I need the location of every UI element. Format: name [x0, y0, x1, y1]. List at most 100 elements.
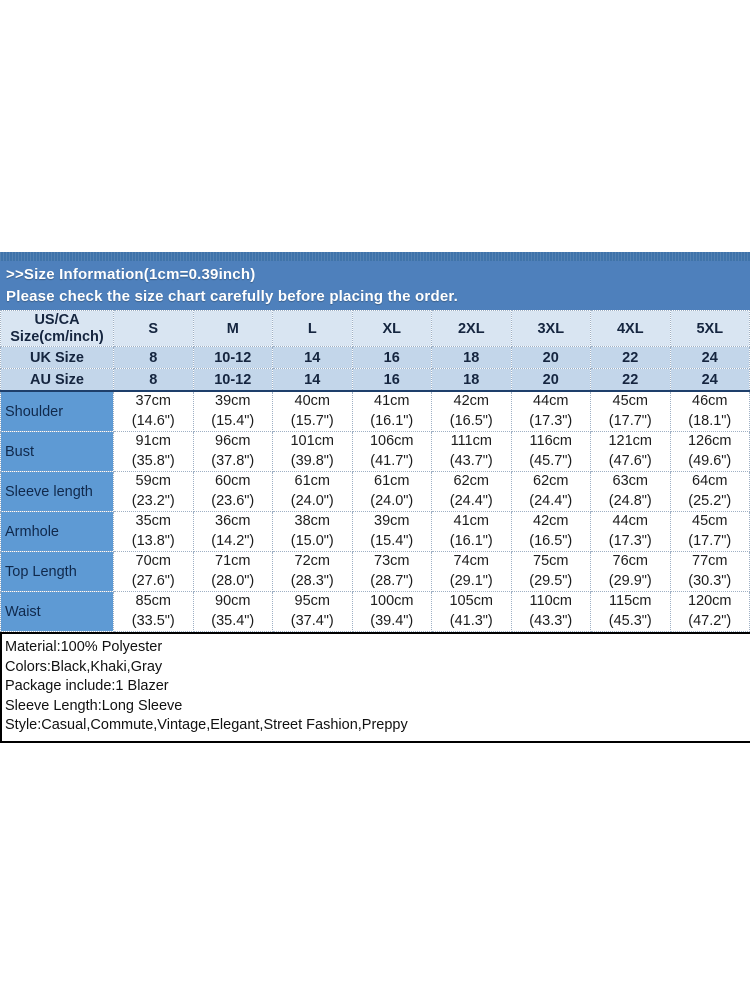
measurement-value-inch: (28.3")	[290, 572, 334, 589]
measurement-value-inch: (35.8")	[131, 452, 175, 469]
measurement-value-inch: (47.6")	[608, 452, 652, 469]
measurement-value-cm: 116cm	[529, 433, 572, 449]
measurement-value-inch: (15.0")	[290, 532, 334, 549]
measurement-value-inch: (23.6")	[211, 492, 255, 509]
uk-size-value: 20	[510, 346, 591, 369]
measurement-value-cm: 85cm	[135, 593, 171, 609]
measurement-value-cm: 59cm	[135, 473, 171, 489]
measurement-value-inch: (43.7")	[449, 452, 493, 469]
size-chart-image: >>Size Information(1cm=0.39inch) Please …	[0, 252, 750, 743]
measurement-cell: 116cm (45.7")	[510, 431, 591, 472]
measurement-label: Sleeve length	[0, 471, 114, 512]
measurement-value-inch: (24.8")	[608, 492, 652, 509]
measurement-value-inch: (17.3")	[529, 412, 573, 429]
measurement-cell: 95cm (37.4")	[272, 591, 353, 632]
measurement-label: Bust	[0, 431, 114, 472]
measurement-value-inch: (16.5")	[529, 532, 573, 549]
measurement-value-cm: 91cm	[135, 433, 171, 449]
measurement-value-inch: (35.4")	[211, 612, 255, 629]
measurement-value-cm: 45cm	[612, 393, 648, 409]
corner-header-line2: Size(cm/inch)	[10, 328, 104, 345]
measurement-value-inch: (37.4")	[290, 612, 334, 629]
measurement-value-cm: 45cm	[692, 513, 728, 529]
product-details-box: Material:100% Polyester Colors:Black,Khak…	[0, 632, 750, 743]
size-col-header-xl: XL	[351, 310, 432, 347]
measurement-value-inch: (17.3")	[608, 532, 652, 549]
banner: >>Size Information(1cm=0.39inch) Please …	[0, 252, 750, 310]
measurement-label: Shoulder	[0, 390, 114, 432]
au-size-value: 24	[669, 368, 750, 392]
measurement-cell: 96cm (37.8")	[192, 431, 273, 472]
size-header-row: US/CA Size(cm/inch) S M L XL 2XL 3XL 4XL 5XL	[0, 310, 750, 347]
uk-size-value: 18	[431, 346, 512, 369]
measurement-value-inch: (39.4")	[370, 612, 414, 629]
uk-size-value: 14	[272, 346, 353, 369]
measurement-value-inch: (30.3")	[688, 572, 732, 589]
banner-top-strip	[0, 252, 750, 261]
measurement-value-cm: 36cm	[215, 513, 251, 529]
measurement-cell: 111cm (43.7")	[431, 431, 512, 472]
measurement-value-inch: (29.1")	[449, 572, 493, 589]
measurement-value-inch: (37.8")	[211, 452, 255, 469]
measurement-cell: 45cm (17.7")	[669, 511, 750, 552]
measurement-cell: 41cm (16.1")	[431, 511, 512, 552]
measurement-value-cm: 62cm	[533, 473, 569, 489]
measurement-value-inch: (29.9")	[608, 572, 652, 589]
measurement-value-cm: 96cm	[215, 433, 251, 449]
measurement-cell: 62cm (24.4")	[510, 471, 591, 512]
measurement-cell: 40cm (15.7")	[272, 390, 353, 432]
measurement-value-inch: (16.1")	[449, 532, 493, 549]
au-size-value: 16	[351, 368, 432, 392]
measurement-cell: 74cm (29.1")	[431, 551, 512, 592]
measurement-value-cm: 39cm	[374, 513, 410, 529]
measurement-value-inch: (24.0")	[290, 492, 334, 509]
measurement-value-inch: (16.5")	[449, 412, 493, 429]
measurement-value-inch: (14.6")	[131, 412, 175, 429]
uk-size-label: UK Size	[0, 346, 114, 369]
measurement-value-cm: 111cm	[450, 433, 492, 449]
measurement-value-inch: (27.6")	[131, 572, 175, 589]
detail-line: Style:Casual,Commute,Vintage,Elegant,Str…	[5, 717, 408, 733]
measurement-value-inch: (16.1")	[370, 412, 414, 429]
measurement-value-cm: 46cm	[692, 393, 728, 409]
measurement-row-waist: Waist 85cm (33.5") 90cm (35.4") 95cm (37.4") 10…	[0, 591, 750, 632]
measurement-value-inch: (39.8")	[290, 452, 334, 469]
measurement-value-inch: (45.3")	[608, 612, 652, 629]
au-size-value: 8	[113, 368, 194, 392]
size-col-header-s: S	[113, 310, 194, 347]
measurement-row-top-length: Top Length 70cm (27.6") 71cm (28.0") 72cm (28.…	[0, 551, 750, 592]
measurement-value-cm: 35cm	[135, 513, 171, 529]
measurement-cell: 61cm (24.0")	[351, 471, 432, 512]
measurement-value-inch: (14.2")	[211, 532, 255, 549]
measurement-value-cm: 110cm	[529, 593, 572, 609]
measurement-cell: 60cm (23.6")	[192, 471, 273, 512]
measurement-label: Top Length	[0, 551, 114, 592]
measurement-value-cm: 44cm	[612, 513, 648, 529]
measurement-value-cm: 90cm	[215, 593, 251, 609]
measurement-cell: 39cm (15.4")	[351, 511, 432, 552]
size-table: US/CA Size(cm/inch) S M L XL 2XL 3XL 4XL 5XL UK…	[0, 310, 750, 632]
measurement-cell: 63cm (24.8")	[590, 471, 671, 512]
au-size-value: 14	[272, 368, 353, 392]
measurement-row-sleeve-length: Sleeve length 59cm (23.2") 60cm (23.6") 61cm (…	[0, 471, 750, 512]
measurement-value-cm: 75cm	[533, 553, 569, 569]
measurement-cell: 36cm (14.2")	[192, 511, 273, 552]
detail-line: Sleeve Length:Long Sleeve	[5, 697, 183, 714]
banner-title: >>Size Information(1cm=0.39inch)	[6, 266, 256, 283]
measurement-cell: 85cm (33.5")	[113, 591, 194, 632]
corner-header-line1: US/CA	[34, 311, 80, 328]
measurement-cell: 42cm (16.5")	[431, 390, 512, 432]
measurement-cell: 38cm (15.0")	[272, 511, 353, 552]
measurement-value-inch: (33.5")	[131, 612, 175, 629]
size-col-header-4xl: 4XL	[590, 310, 671, 347]
measurement-value-inch: (15.4")	[211, 412, 255, 429]
measurement-value-cm: 106cm	[369, 433, 414, 449]
measurement-cell: 120cm (47.2")	[669, 591, 750, 632]
au-size-value: 10-12	[192, 368, 273, 392]
measurement-value-cm: 101cm	[290, 433, 335, 449]
measurement-cell: 121cm (47.6")	[590, 431, 671, 472]
measurement-value-cm: 121cm	[608, 433, 653, 449]
size-col-header-m: M	[192, 310, 273, 347]
measurement-value-inch: (23.2")	[131, 492, 175, 509]
measurement-value-cm: 100cm	[369, 593, 414, 609]
